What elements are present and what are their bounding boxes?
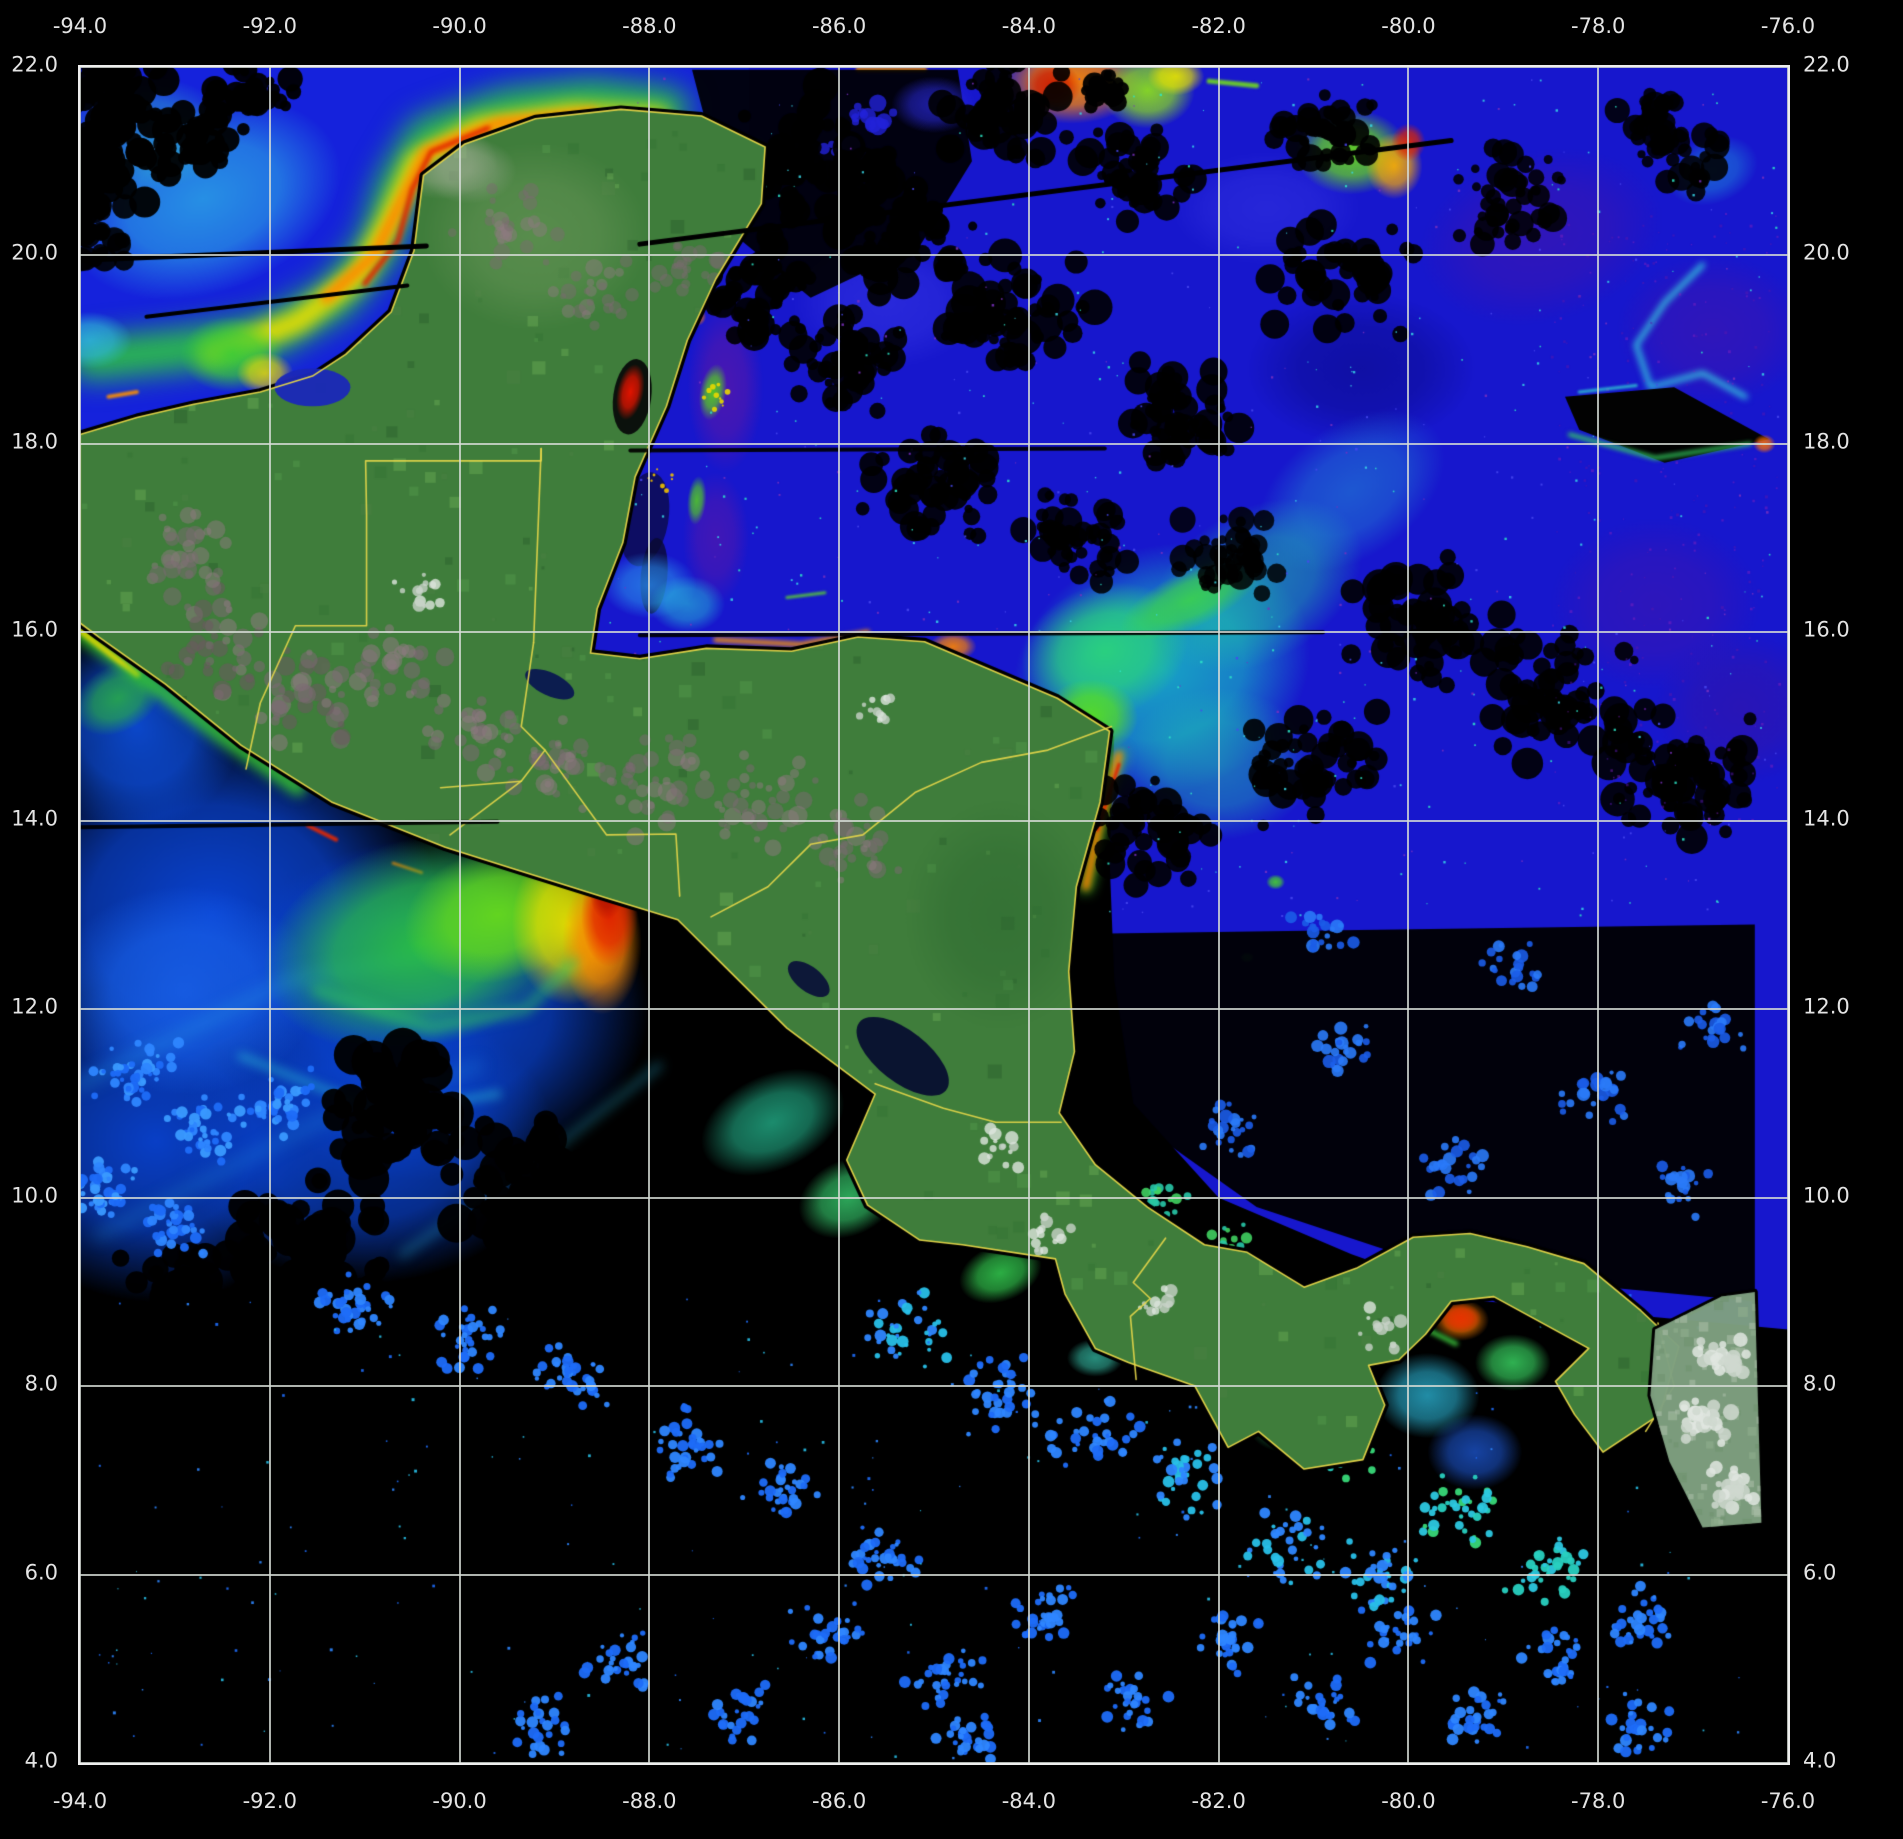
tick-label-left-14.0: 14.0 — [11, 806, 58, 831]
tick-label-top--92.0: -92.0 — [242, 14, 297, 38]
tick-label-right-4.0: 4.0 — [1803, 1748, 1837, 1773]
tick-label-top--78.0: -78.0 — [1571, 14, 1626, 38]
tick-label-bottom--80.0: -80.0 — [1381, 1789, 1436, 1813]
tick-label-top--76.0: -76.0 — [1760, 14, 1816, 38]
tick-label-right-22.0: 22.0 — [1803, 52, 1850, 77]
tick-label-top--94.0: -94.0 — [52, 14, 108, 38]
tick-label-left-18.0: 18.0 — [11, 429, 58, 454]
tick-label-left-16.0: 16.0 — [11, 617, 58, 642]
tick-label-right-8.0: 8.0 — [1803, 1371, 1837, 1396]
tick-label-right-18.0: 18.0 — [1803, 429, 1850, 454]
tick-label-bottom--88.0: -88.0 — [622, 1789, 677, 1813]
tick-label-bottom--78.0: -78.0 — [1571, 1789, 1626, 1813]
tick-label-right-6.0: 6.0 — [1803, 1560, 1837, 1585]
tick-label-left-22.0: 22.0 — [11, 52, 58, 77]
tick-label-top--88.0: -88.0 — [622, 14, 677, 38]
tick-label-left-20.0: 20.0 — [11, 241, 58, 266]
tick-label-left-12.0: 12.0 — [11, 994, 58, 1019]
tick-label-right-10.0: 10.0 — [1803, 1183, 1850, 1208]
tick-label-right-20.0: 20.0 — [1803, 241, 1850, 266]
tick-label-bottom--82.0: -82.0 — [1191, 1789, 1246, 1813]
tick-label-bottom--84.0: -84.0 — [1001, 1789, 1057, 1813]
tick-label-bottom--76.0: -76.0 — [1760, 1789, 1816, 1813]
tick-label-left-6.0: 6.0 — [24, 1560, 58, 1585]
tick-label-bottom--90.0: -90.0 — [432, 1789, 487, 1813]
tick-label-left-8.0: 8.0 — [24, 1371, 58, 1396]
tick-label-left-4.0: 4.0 — [24, 1748, 58, 1773]
tick-label-top--80.0: -80.0 — [1381, 14, 1436, 38]
tick-label-right-14.0: 14.0 — [1803, 806, 1850, 831]
tick-label-right-16.0: 16.0 — [1803, 617, 1850, 642]
tick-label-bottom--94.0: -94.0 — [52, 1789, 108, 1813]
tick-label-top--86.0: -86.0 — [811, 14, 867, 38]
tick-label-bottom--92.0: -92.0 — [242, 1789, 297, 1813]
tick-label-right-12.0: 12.0 — [1803, 994, 1850, 1019]
tick-label-top--82.0: -82.0 — [1191, 14, 1246, 38]
tick-label-bottom--86.0: -86.0 — [811, 1789, 867, 1813]
tick-label-top--90.0: -90.0 — [432, 14, 487, 38]
tick-label-top--84.0: -84.0 — [1001, 14, 1057, 38]
tick-label-left-10.0: 10.0 — [11, 1183, 58, 1208]
